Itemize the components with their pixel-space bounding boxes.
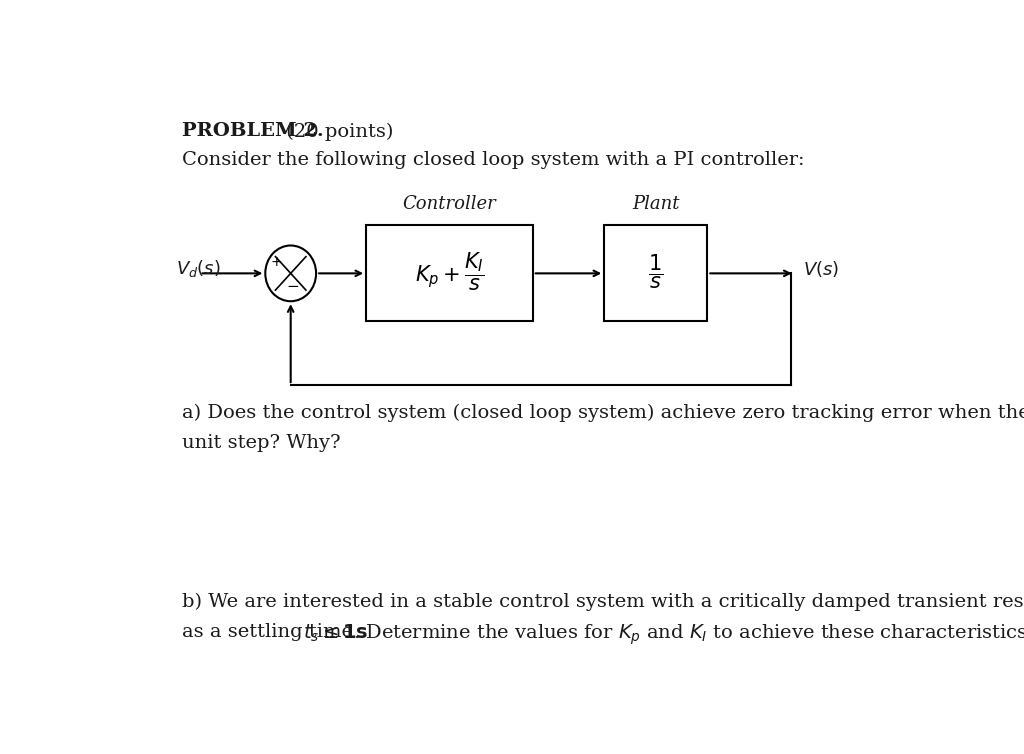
- Text: (20 points): (20 points): [280, 122, 393, 141]
- Text: +: +: [271, 255, 283, 268]
- Text: . Determine the values for $K_p$ and $K_I$ to achieve these characteristics.: . Determine the values for $K_p$ and $K_…: [352, 623, 1024, 648]
- Text: $K_p+\dfrac{K_I}{s}$: $K_p+\dfrac{K_I}{s}$: [415, 251, 484, 293]
- Text: $\mathit{V_d(s)}$: $\mathit{V_d(s)}$: [176, 258, 220, 279]
- FancyBboxPatch shape: [604, 225, 708, 321]
- Text: $V(s)$: $V(s)$: [803, 259, 839, 279]
- Text: $\dfrac{1}{s}$: $\dfrac{1}{s}$: [648, 253, 664, 292]
- Text: PROBLEM 2.: PROBLEM 2.: [182, 122, 324, 140]
- Text: Consider the following closed loop system with a PI controller:: Consider the following closed loop syste…: [182, 152, 805, 170]
- Text: b) We are interested in a stable control system with a critically damped transie: b) We are interested in a stable control…: [182, 593, 1024, 611]
- Text: a) Does the control system (closed loop system) achieve zero tracking error when: a) Does the control system (closed loop …: [182, 404, 1024, 422]
- Text: Controller: Controller: [402, 195, 497, 213]
- Text: −: −: [287, 279, 300, 294]
- Text: Plant: Plant: [632, 195, 680, 213]
- Text: unit step? Why?: unit step? Why?: [182, 434, 341, 452]
- Text: as a settling time: as a settling time: [182, 623, 359, 641]
- Text: $\mathit{t_s} \leq \mathbf{1s}$: $\mathit{t_s} \leq \mathbf{1s}$: [303, 623, 368, 644]
- FancyBboxPatch shape: [367, 225, 532, 321]
